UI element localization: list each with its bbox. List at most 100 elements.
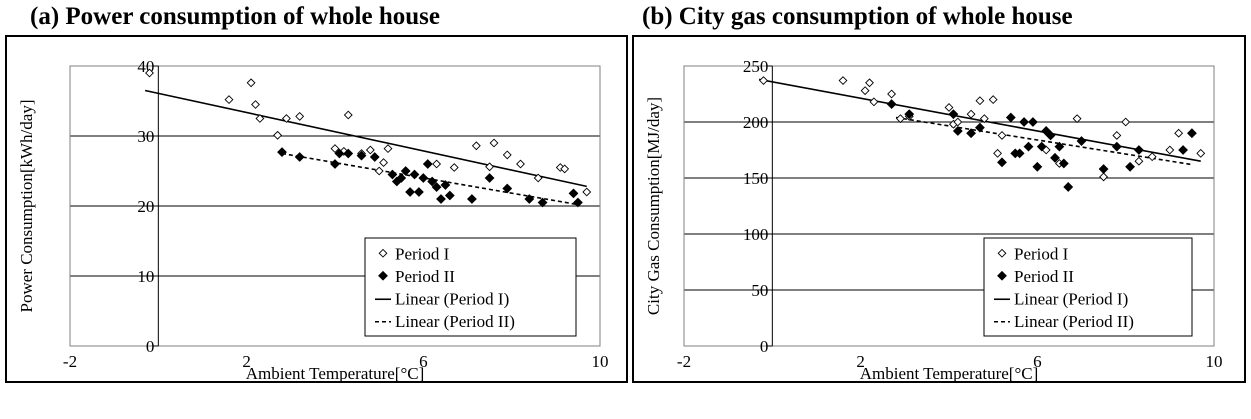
data-point-period-2	[1058, 158, 1069, 169]
data-point-period-1	[1196, 148, 1206, 158]
y-tick-label: 30	[137, 127, 154, 146]
data-point-period-2	[431, 182, 442, 193]
data-point-period-1	[975, 96, 985, 106]
data-point-period-1	[281, 114, 291, 123]
data-point-period-2	[904, 109, 915, 120]
data-point-period-2	[568, 188, 579, 199]
legend-marker	[378, 248, 388, 258]
data-point-period-2	[1032, 161, 1043, 172]
data-point-period-1	[988, 95, 998, 105]
data-point-period-1	[1121, 117, 1131, 127]
data-point-period-1	[997, 131, 1007, 140]
data-point-period-1	[993, 148, 1003, 158]
chart-frame	[632, 35, 1246, 383]
data-point-period-1	[246, 78, 256, 88]
data-point-period-2	[444, 190, 455, 201]
data-point-period-2	[1098, 164, 1109, 174]
data-point-period-1	[471, 141, 481, 151]
data-point-period-2	[1045, 130, 1056, 141]
data-point-period-2	[537, 197, 548, 208]
y-tick-label: 20	[137, 197, 154, 216]
data-point-period-2	[1134, 145, 1144, 155]
legend-box	[364, 237, 577, 337]
data-point-period-1	[869, 97, 879, 107]
data-point-period-2	[330, 159, 340, 169]
data-point-period-1	[343, 110, 353, 120]
data-point-period-1	[582, 187, 592, 197]
data-point-period-1	[1099, 172, 1109, 182]
data-point-period-2	[1187, 128, 1197, 139]
x-tick-label: -2	[63, 352, 77, 371]
data-point-period-2	[1111, 141, 1122, 152]
data-point-period-1	[966, 109, 976, 119]
data-point-period-1	[1165, 145, 1175, 155]
data-point-period-1	[516, 159, 525, 169]
data-point-period-2	[1054, 141, 1065, 152]
data-point-period-1	[533, 173, 543, 183]
data-point-period-2	[1076, 136, 1087, 146]
data-point-period-1	[432, 159, 442, 169]
data-point-period-2	[1178, 145, 1188, 155]
legend-label: Linear (Period II)	[1014, 312, 1134, 331]
data-point-period-2	[422, 159, 433, 169]
data-point-period-1	[295, 111, 305, 121]
data-point-period-2	[1125, 161, 1135, 172]
y-tick-label: 100	[743, 225, 769, 244]
data-point-period-2	[966, 128, 976, 139]
data-point-period-1	[1112, 131, 1122, 140]
data-point-period-2	[1036, 141, 1047, 152]
y-tick-label: 150	[743, 169, 769, 188]
x-tick-label: 2	[856, 352, 865, 371]
data-point-period-1	[383, 144, 393, 154]
data-point-period-1	[449, 163, 459, 172]
data-point-period-1	[273, 130, 283, 140]
legend-label: Linear (Period I)	[395, 289, 509, 308]
data-point-period-2	[356, 150, 367, 161]
data-point-period-2	[440, 180, 451, 190]
data-point-period-1	[330, 144, 340, 154]
data-point-period-1	[759, 76, 768, 85]
trendline-period-1	[144, 89, 587, 188]
y-tick-label: 0	[146, 337, 155, 356]
legend-marker	[378, 270, 388, 281]
plot-area	[683, 65, 1215, 347]
x-tick-label: 2	[242, 352, 251, 371]
data-point-period-2	[414, 187, 424, 197]
data-point-period-2	[573, 197, 583, 208]
x-tick-label: 10	[1206, 352, 1223, 371]
data-point-period-2	[343, 148, 354, 159]
data-point-period-2	[948, 109, 959, 120]
trendline-period-2	[895, 116, 1193, 166]
legend-label: Period II	[395, 267, 455, 286]
data-point-period-2	[484, 173, 495, 183]
data-point-period-2	[1028, 117, 1038, 127]
x-tick-label: 10	[592, 352, 609, 371]
data-point-period-2	[952, 126, 963, 136]
legend: Period I Period II Linear (Period I) Linear…	[364, 237, 577, 337]
legend-marker	[997, 270, 1007, 281]
data-point-period-1	[485, 162, 495, 172]
data-point-period-1	[251, 100, 260, 109]
x-tick-label: -2	[677, 352, 691, 371]
data-point-period-2	[405, 187, 415, 197]
data-point-period-1	[1147, 152, 1157, 162]
data-point-period-1	[555, 163, 565, 172]
data-point-period-2	[1014, 148, 1025, 159]
data-point-period-1	[895, 114, 905, 124]
legend-label: Linear (Period II)	[395, 312, 515, 331]
data-point-period-1	[979, 114, 989, 124]
data-point-period-2	[502, 183, 513, 194]
data-point-period-1	[953, 117, 963, 127]
data-point-period-2	[400, 166, 411, 176]
data-point-period-2	[886, 99, 897, 109]
legend-label: Period II	[1014, 267, 1074, 286]
data-point-period-1	[865, 78, 874, 88]
data-point-period-1	[1072, 114, 1082, 124]
y-tick-label: 50	[751, 281, 768, 300]
data-point-period-2	[277, 147, 287, 158]
x-tick-label: 6	[1033, 352, 1042, 371]
data-point-period-1	[944, 103, 954, 112]
data-point-period-1	[887, 89, 897, 99]
